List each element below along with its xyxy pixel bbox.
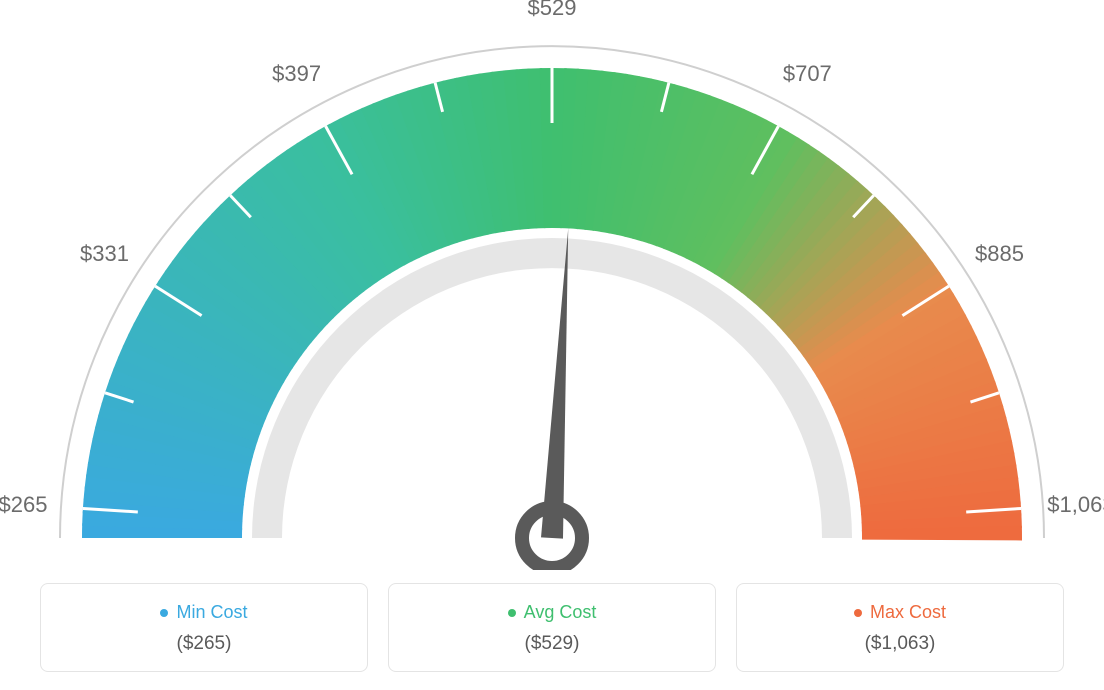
gauge-tick-label: $885	[975, 241, 1024, 267]
gauge-tick-label: $331	[80, 241, 129, 267]
legend-card-min: Min Cost ($265)	[40, 583, 368, 672]
gauge-tick-label: $265	[0, 492, 48, 518]
legend-card-max: Max Cost ($1,063)	[736, 583, 1064, 672]
legend-label-min: Min Cost	[160, 602, 247, 623]
legend-label-text: Max Cost	[870, 602, 946, 623]
dot-icon	[508, 609, 516, 617]
gauge-tick-label: $1,063	[1047, 492, 1104, 518]
legend-card-avg: Avg Cost ($529)	[388, 583, 716, 672]
legend-label-text: Avg Cost	[524, 602, 597, 623]
legend-row: Min Cost ($265) Avg Cost ($529) Max Cost…	[40, 583, 1064, 672]
gauge-tick-label: $397	[272, 61, 321, 87]
dot-icon	[854, 609, 862, 617]
gauge-tick-label: $529	[528, 0, 577, 21]
gauge-chart: $265$331$397$529$707$885$1,063	[0, 10, 1104, 570]
legend-value-avg: ($529)	[399, 633, 705, 655]
cost-gauge-widget: $265 $331 $397 $529 $707 $885 $1,063 Min Cost …	[0, 0, 1104, 690]
legend-value-max: ($1,063)	[747, 633, 1053, 655]
legend-label-text: Min Cost	[176, 602, 247, 623]
gauge-tick-label: $707	[783, 61, 832, 87]
legend-value-min: ($265)	[51, 633, 357, 655]
legend-label-avg: Avg Cost	[508, 602, 597, 623]
dot-icon	[160, 609, 168, 617]
legend-label-max: Max Cost	[854, 602, 946, 623]
